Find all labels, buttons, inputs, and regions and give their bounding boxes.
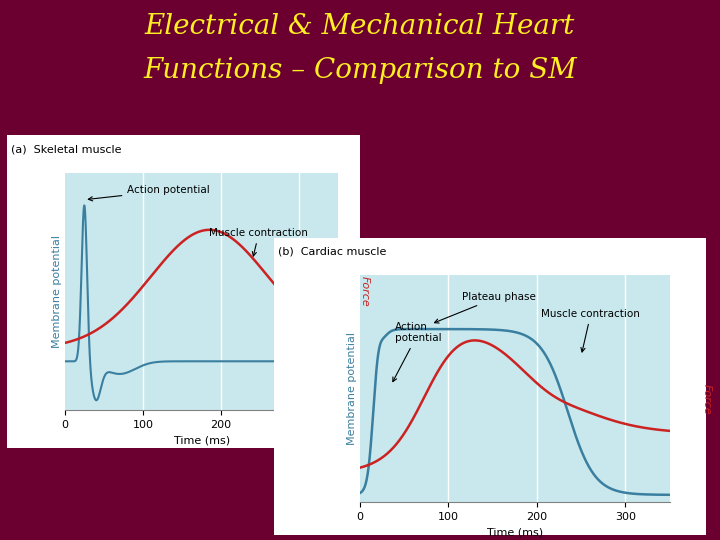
Text: (a)  Skeletal muscle: (a) Skeletal muscle [11,144,121,154]
Text: Electrical & Mechanical Heart: Electrical & Mechanical Heart [145,14,575,40]
Text: Muscle contraction: Muscle contraction [210,228,308,256]
Text: Action
potential: Action potential [393,322,442,382]
Text: Force: Force [702,384,712,415]
Text: (b)  Cardiac muscle: (b) Cardiac muscle [278,246,387,256]
Text: Plateau phase: Plateau phase [434,292,536,323]
Y-axis label: Membrane potential: Membrane potential [347,332,357,446]
Text: Muscle contraction: Muscle contraction [541,309,640,352]
Y-axis label: Membrane potential: Membrane potential [52,235,62,348]
Text: Force: Force [359,276,369,307]
X-axis label: Time (ms): Time (ms) [174,436,230,446]
Text: Functions – Comparison to SM: Functions – Comparison to SM [143,57,577,84]
X-axis label: Time (ms): Time (ms) [487,528,543,537]
Text: Action potential: Action potential [89,185,210,201]
